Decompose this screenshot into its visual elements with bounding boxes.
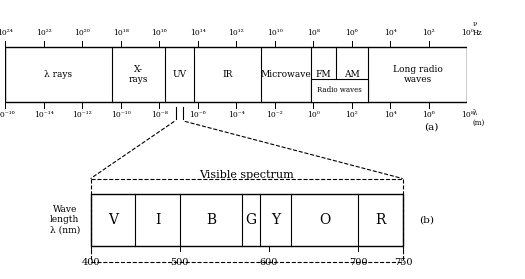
Text: AM: AM [344, 70, 360, 79]
Text: (b): (b) [419, 215, 434, 225]
Text: 700: 700 [349, 258, 367, 266]
Text: Microwave: Microwave [260, 70, 311, 79]
Bar [5, 47, 467, 102]
Text: 10⁻¹⁶: 10⁻¹⁶ [0, 111, 15, 119]
Text: 10⁸: 10⁸ [307, 29, 320, 37]
Text: 10⁰: 10⁰ [461, 29, 474, 37]
Text: IR: IR [222, 70, 233, 79]
Text: (a): (a) [425, 122, 439, 131]
Text: UV: UV [172, 70, 186, 79]
Text: I: I [155, 213, 160, 227]
Text: Y: Y [271, 213, 280, 227]
Text: V: V [108, 213, 118, 227]
Text: λ rays: λ rays [45, 70, 72, 79]
Text: Visible spectrum: Visible spectrum [200, 170, 294, 180]
Text: 10⁰: 10⁰ [307, 111, 320, 119]
Text: λ
(m): λ (m) [472, 109, 485, 126]
Text: 10⁻⁶: 10⁻⁶ [190, 111, 206, 119]
Text: O: O [319, 213, 330, 227]
Text: 10²²: 10²² [36, 29, 51, 37]
Text: 10¹⁶: 10¹⁶ [151, 29, 167, 37]
Text: 10²⁰: 10²⁰ [75, 29, 90, 37]
Text: 600: 600 [260, 258, 278, 266]
Text: 10⁴: 10⁴ [384, 29, 397, 37]
Text: 10¹⁰: 10¹⁰ [267, 29, 282, 37]
Bar [311, 79, 368, 102]
Text: 750: 750 [394, 258, 412, 266]
Text: Long radio
waves: Long radio waves [393, 65, 443, 84]
Text: 10²⁴: 10²⁴ [0, 29, 13, 37]
Text: FM: FM [316, 70, 331, 79]
Text: 10²: 10² [423, 29, 435, 37]
Bar [90, 194, 403, 246]
Text: X-
rays: X- rays [129, 65, 148, 84]
Text: 10²: 10² [345, 111, 358, 119]
Text: B: B [206, 213, 216, 227]
Text: 10⁻¹⁴: 10⁻¹⁴ [34, 111, 54, 119]
Text: 10⁻⁴: 10⁻⁴ [228, 111, 245, 119]
Text: 10¹⁸: 10¹⁸ [113, 29, 129, 37]
Text: 10⁶: 10⁶ [423, 111, 435, 119]
Text: 500: 500 [171, 258, 189, 266]
Text: ν
Hz: ν Hz [472, 20, 482, 37]
Text: 10⁻²: 10⁻² [266, 111, 283, 119]
Text: 10¹²: 10¹² [228, 29, 244, 37]
Text: Wave
length
λ (nm): Wave length λ (nm) [49, 205, 80, 235]
Text: 10⁻⁸: 10⁻⁸ [151, 111, 167, 119]
Text: 10⁻¹²: 10⁻¹² [72, 111, 92, 119]
Text: G: G [246, 213, 257, 227]
Text: 10⁶: 10⁶ [345, 29, 358, 37]
Text: R: R [375, 213, 386, 227]
Text: 10⁴: 10⁴ [384, 111, 397, 119]
Text: 400: 400 [81, 258, 100, 266]
Text: 10¹⁴: 10¹⁴ [190, 29, 206, 37]
Text: 10⁸: 10⁸ [461, 111, 474, 119]
Text: Radio waves: Radio waves [317, 86, 362, 94]
Text: 10⁻¹⁰: 10⁻¹⁰ [111, 111, 131, 119]
